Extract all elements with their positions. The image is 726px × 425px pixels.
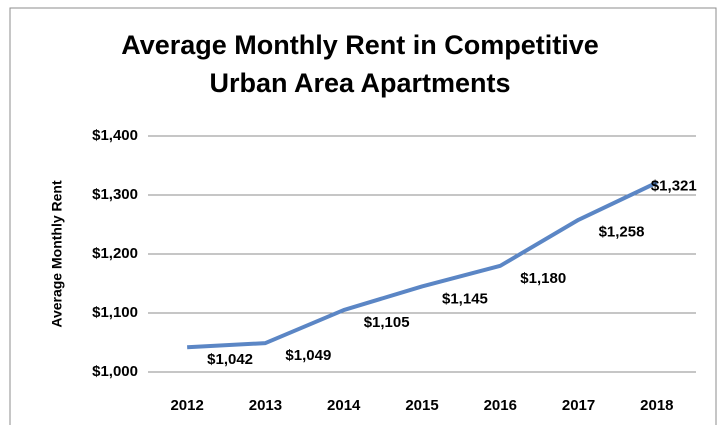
data-label: $1,042 bbox=[207, 351, 253, 368]
x-tick-label: 2018 bbox=[640, 397, 673, 414]
data-label: $1,145 bbox=[442, 290, 488, 307]
line bbox=[187, 180, 658, 350]
chart-border bbox=[9, 7, 717, 425]
y-tick-label: $1,300 bbox=[92, 186, 138, 203]
y-tick-label: $1,100 bbox=[92, 304, 138, 321]
x-tick-label: 2012 bbox=[170, 397, 203, 414]
x-tick-label: 2016 bbox=[484, 397, 517, 414]
x-tick-label: 2015 bbox=[405, 397, 438, 414]
y-tick-label: $1,200 bbox=[92, 245, 138, 262]
y-axis-label: Average Monthly Rent bbox=[49, 180, 65, 328]
data-label: $1,180 bbox=[520, 270, 566, 287]
data-label: $1,321 bbox=[651, 178, 697, 195]
y-tick-label: $1,400 bbox=[92, 127, 138, 144]
data-label: $1,258 bbox=[599, 224, 645, 241]
y-tick-label: $1,000 bbox=[92, 363, 138, 380]
data-label: $1,105 bbox=[364, 314, 410, 331]
x-tick-label: 2013 bbox=[249, 397, 282, 414]
x-tick-label: 2014 bbox=[327, 397, 361, 414]
chart-title: Average Monthly Rent in Competitive Urba… bbox=[121, 30, 599, 98]
data-label: $1,049 bbox=[285, 347, 331, 364]
x-tick-label: 2017 bbox=[562, 397, 595, 414]
